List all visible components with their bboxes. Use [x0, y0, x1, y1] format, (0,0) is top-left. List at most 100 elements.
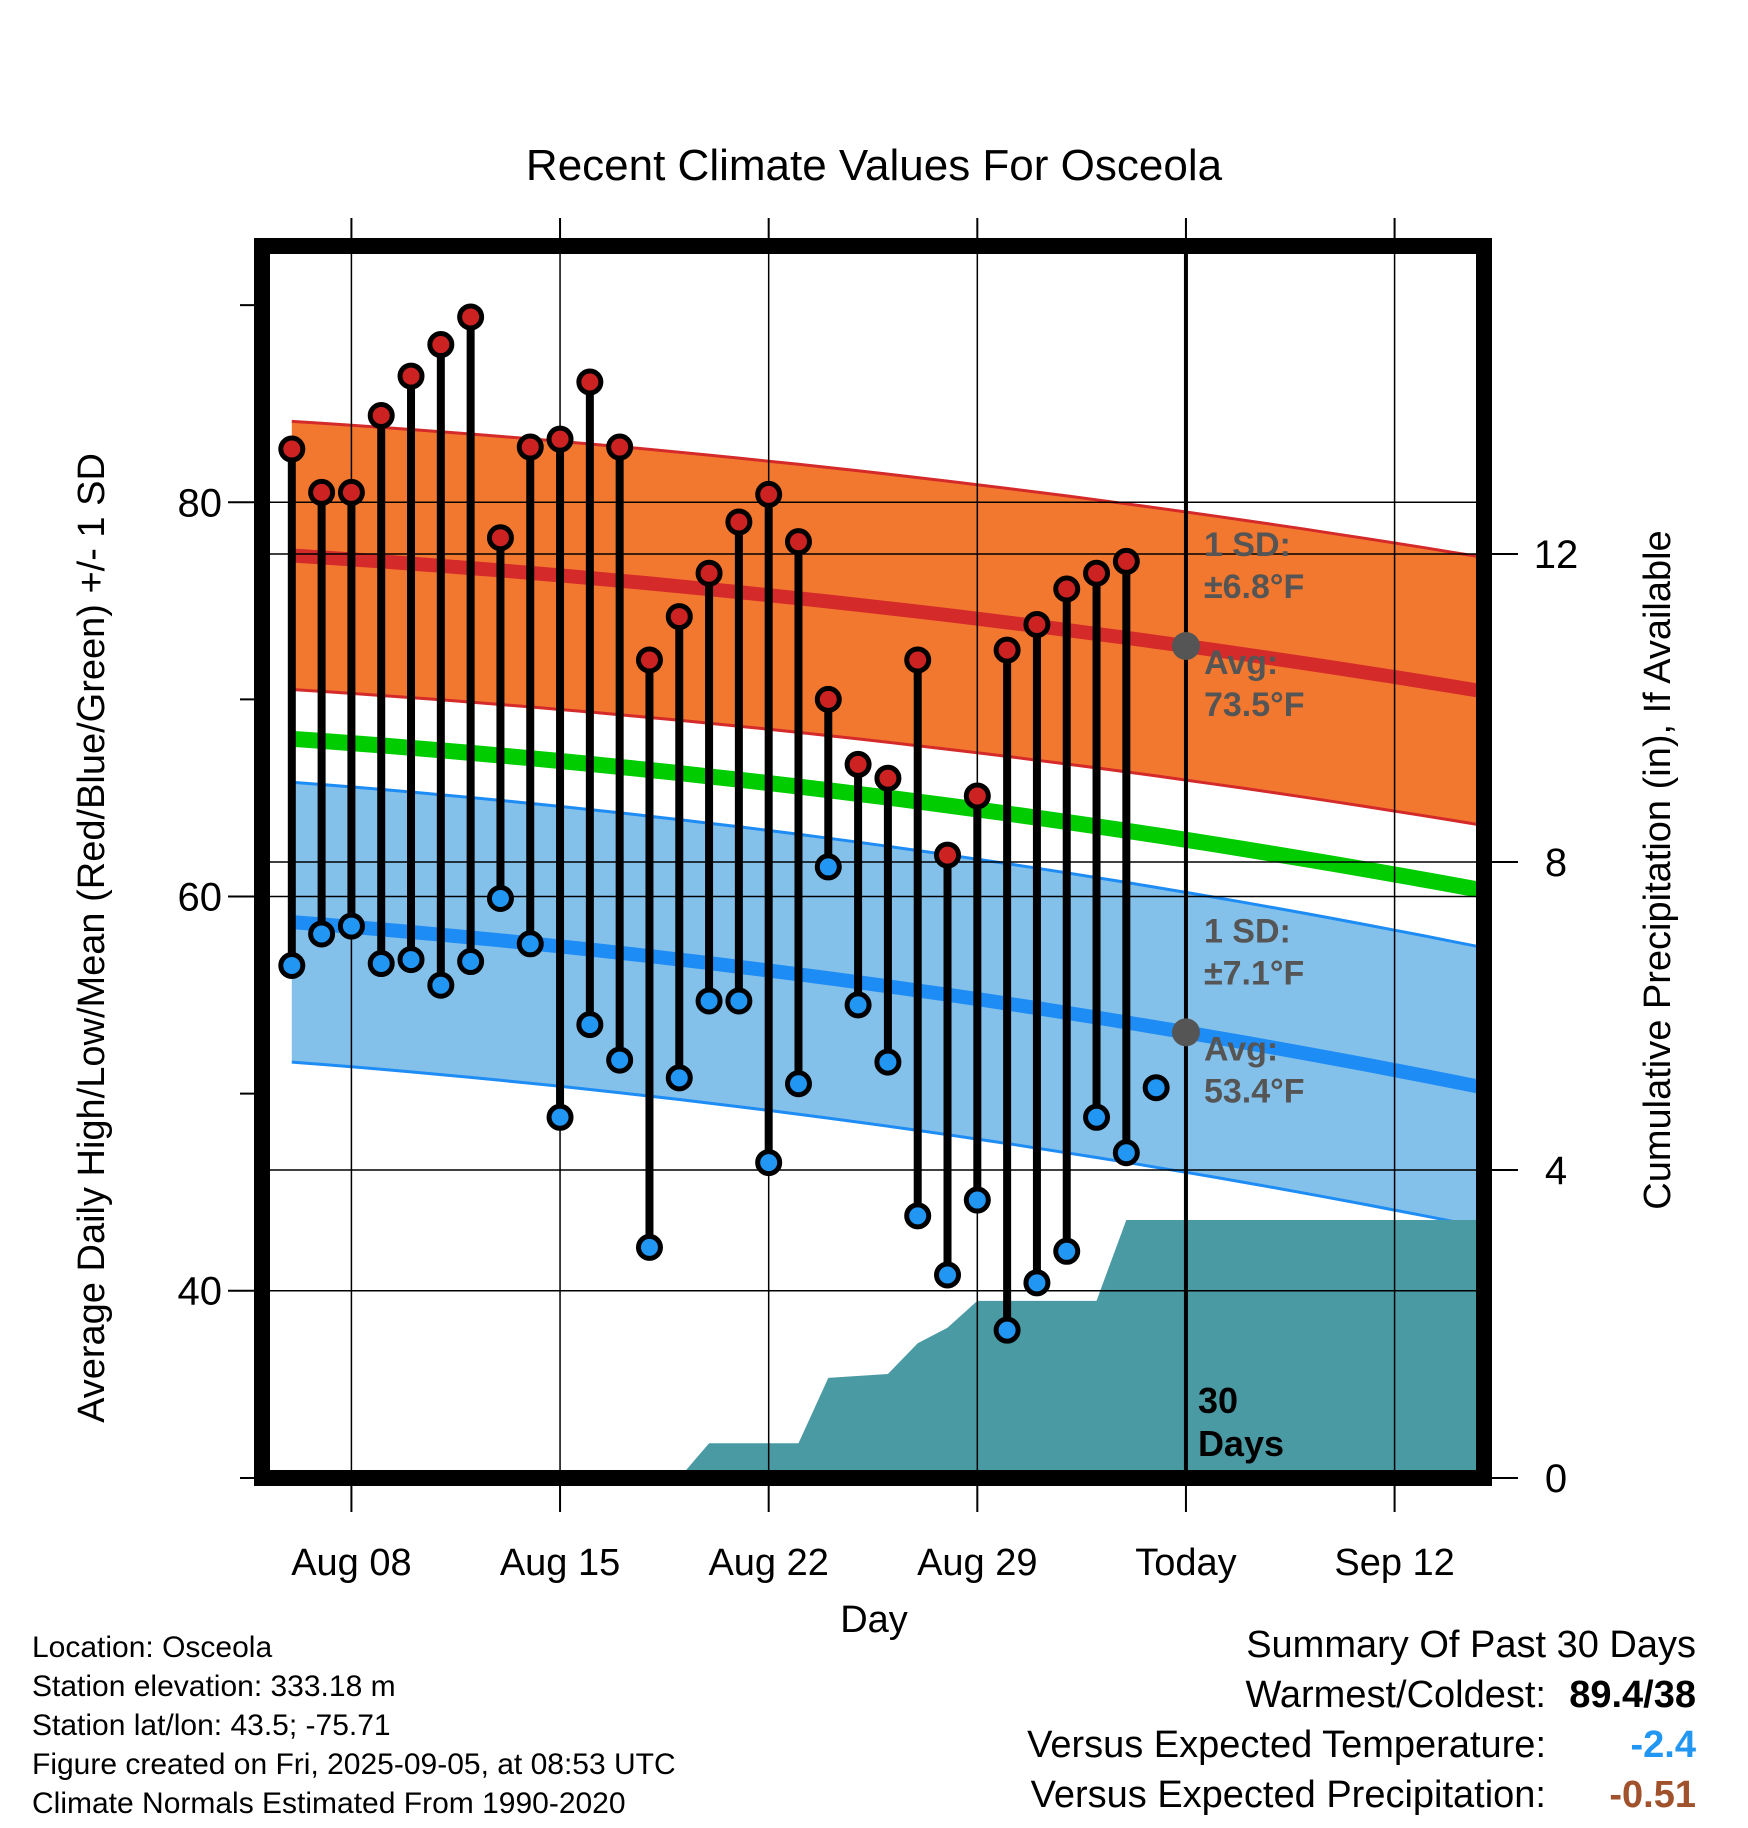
high-point-13	[665, 603, 693, 631]
high-point-10	[576, 368, 604, 396]
low-point-17	[784, 1070, 812, 1098]
low-point-6	[457, 948, 485, 976]
low-point-27	[1083, 1103, 1111, 1131]
y2-tick-label-8: 8	[1545, 841, 1567, 885]
low-point-5	[427, 971, 455, 999]
y2-tick-label-12: 12	[1534, 533, 1579, 577]
low-point-3	[367, 950, 395, 978]
low-point-20	[874, 1048, 902, 1076]
high-point-15	[725, 508, 753, 536]
high-point-1	[308, 478, 336, 506]
high-point-12	[635, 646, 663, 674]
band-upper-edge-0	[291, 419, 1485, 559]
normal-avg-line-0	[291, 548, 1486, 699]
high-point-18	[814, 685, 842, 713]
high-point-8	[516, 433, 544, 461]
high-point-14	[695, 559, 723, 587]
low-point-24	[993, 1316, 1021, 1344]
low-point-22	[934, 1261, 962, 1289]
low-point-29	[1142, 1074, 1170, 1102]
low-point-2	[337, 912, 365, 940]
sd-value-0: ±6.8°F	[1204, 568, 1304, 606]
high-point-16	[755, 480, 783, 508]
high-point-25	[1023, 610, 1051, 638]
plot-frame	[254, 238, 1492, 1486]
high-point-5	[427, 331, 455, 359]
y2-axis-label: Cumulative Precipitation (in), If Availa…	[1637, 530, 1679, 1209]
station-info: Location: Osceola Station elevation: 333…	[32, 1628, 676, 1823]
precip-departure-value: -0.51	[1609, 1774, 1696, 1816]
band-lower-edge-1	[291, 1060, 1485, 1230]
avg-value-0: 73.5°F	[1204, 686, 1305, 724]
y2-tick-label-4: 4	[1545, 1149, 1567, 1193]
low-point-28	[1112, 1139, 1140, 1167]
high-point-11	[606, 433, 634, 461]
x-tick-label-0: Aug 08	[291, 1542, 411, 1584]
high-point-9	[546, 425, 574, 453]
high-point-0	[278, 435, 306, 463]
high-point-7	[486, 524, 514, 552]
elevation-text: Station elevation: 333.18 m	[32, 1670, 396, 1703]
low-point-0	[278, 951, 306, 979]
plot-area: 1 SD: ±6.8°F Avg: 73.5°F 1 SD: ±7.1°F Avg: 53.4…	[178, 218, 1579, 1584]
avg-value-1: 53.4°F	[1204, 1072, 1305, 1110]
high-point-2	[337, 478, 365, 506]
low-point-11	[606, 1046, 634, 1074]
y-axis-label: Average Daily High/Low/Mean (Red/Blue/Gr…	[71, 453, 113, 1423]
x-tick-label-3: Aug 29	[917, 1542, 1037, 1584]
low-point-12	[635, 1233, 663, 1261]
low-point-10	[576, 1011, 604, 1039]
high-point-22	[934, 841, 962, 869]
high-point-21	[904, 646, 932, 674]
high-point-26	[1053, 575, 1081, 603]
x-tick-label-5: Sep 12	[1334, 1542, 1454, 1584]
avg-label-1: Avg:	[1204, 1030, 1278, 1068]
precip-departure-label: Versus Expected Precipitation:	[1030, 1774, 1546, 1816]
precip-area	[679, 1220, 1484, 1478]
y2-tick-label-0: 0	[1545, 1457, 1567, 1501]
warmest-coldest-label: Warmest/Coldest:	[1245, 1674, 1546, 1716]
location-text: Location: Osceola	[32, 1631, 273, 1664]
sd-label-1: 1 SD:	[1204, 912, 1291, 950]
y-tick-label-40: 40	[178, 1270, 223, 1314]
summary-title: Summary Of Past 30 Days	[1246, 1624, 1696, 1666]
high-point-23	[963, 782, 991, 810]
sd-value-1: ±7.1°F	[1204, 954, 1304, 992]
high-point-19	[844, 750, 872, 778]
high-point-3	[367, 402, 395, 430]
low-point-21	[904, 1202, 932, 1230]
low-point-16	[755, 1149, 783, 1177]
high-point-4	[397, 362, 425, 390]
band-lower-edge-0	[291, 688, 1485, 827]
normals-text: Climate Normals Estimated From 1990-2020	[32, 1787, 626, 1820]
chart-title: Recent Climate Values For Osceola	[526, 141, 1223, 190]
high-point-27	[1083, 559, 1111, 587]
x-tick-label-2: Aug 22	[708, 1542, 828, 1584]
precip-days-label-2: Days	[1198, 1423, 1284, 1464]
high-point-20	[874, 764, 902, 792]
precip-days-label: 30	[1198, 1380, 1238, 1421]
low-point-13	[665, 1064, 693, 1092]
high-point-17	[784, 528, 812, 556]
low-point-4	[397, 946, 425, 974]
low-point-19	[844, 991, 872, 1019]
low-point-14	[695, 987, 723, 1015]
low-point-26	[1053, 1237, 1081, 1265]
summary-panel: Summary Of Past 30 Days Warmest/Coldest:…	[1027, 1620, 1696, 1820]
y-tick-label-60: 60	[178, 875, 223, 919]
low-point-23	[963, 1186, 991, 1214]
x-tick-label-4: Today	[1135, 1542, 1236, 1584]
temp-departure-label: Versus Expected Temperature:	[1027, 1724, 1546, 1766]
low-point-1	[308, 920, 336, 948]
latlon-text: Station lat/lon: 43.5; -75.71	[32, 1709, 391, 1742]
created-text: Figure created on Fri, 2025-09-05, at 08…	[32, 1748, 676, 1781]
high-point-28	[1112, 547, 1140, 575]
high-point-6	[457, 303, 485, 331]
warmest-coldest-value: 89.4/38	[1569, 1674, 1696, 1716]
x-axis-label: Day	[840, 1599, 908, 1641]
low-point-25	[1023, 1269, 1051, 1297]
temp-departure-value: -2.4	[1630, 1724, 1696, 1766]
high-point-24	[993, 636, 1021, 664]
low-point-7	[486, 884, 514, 912]
